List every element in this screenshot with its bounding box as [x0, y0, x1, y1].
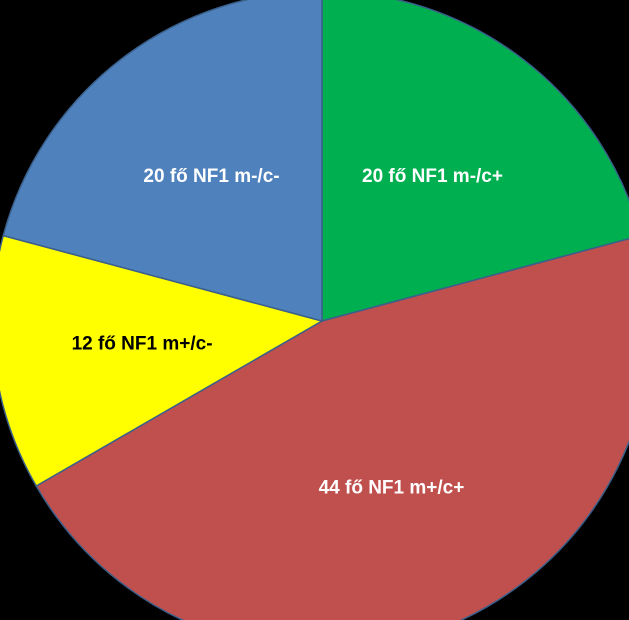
pie-slice	[321, 0, 629, 322]
slice-label: 44 fő NF1 m+/c+	[319, 478, 465, 499]
pie-slice	[2, 0, 323, 322]
pie-slice	[35, 237, 629, 620]
slice-label: 20 fő NF1 m-/c-	[143, 166, 279, 187]
slice-label: 12 fő NF1 m+/c-	[72, 334, 213, 355]
slice-label: 20 fő NF1 m-/c+	[362, 166, 503, 187]
pie-slice	[0, 234, 324, 488]
